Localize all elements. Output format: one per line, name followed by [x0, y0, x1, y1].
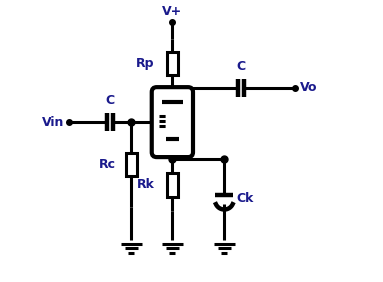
- Text: Ck: Ck: [237, 192, 254, 205]
- FancyBboxPatch shape: [152, 87, 193, 157]
- Text: Rp: Rp: [136, 57, 155, 70]
- Text: V+: V+: [162, 5, 183, 18]
- Bar: [126, 153, 137, 176]
- Text: Rk: Rk: [137, 179, 155, 191]
- Bar: [167, 52, 178, 75]
- Text: Rc: Rc: [99, 158, 116, 171]
- Text: Vin: Vin: [42, 116, 64, 129]
- Text: C: C: [105, 94, 114, 107]
- Text: Vo: Vo: [300, 81, 318, 94]
- Bar: [167, 173, 178, 197]
- Text: C: C: [236, 60, 245, 73]
